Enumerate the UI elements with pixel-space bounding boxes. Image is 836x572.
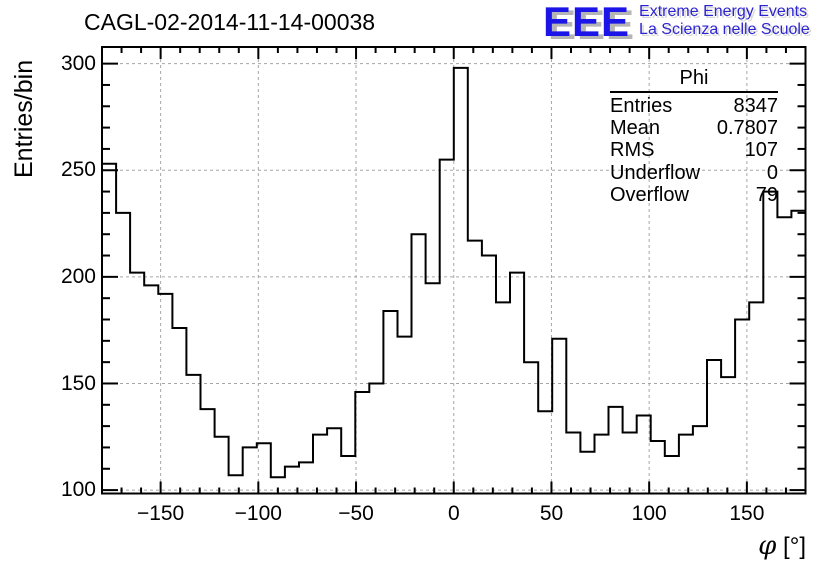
histogram-line [102,66,806,479]
stat-row-underflow: Underflow 0 [610,162,778,184]
x-tick-label-150: 150 [729,502,765,525]
y-tick-label-100: 100 [60,478,96,502]
stat-label: Entries [610,95,673,117]
x-tick-label--100: −100 [234,502,282,525]
x-tick-label-0: 0 [447,502,460,525]
x-tick-label--50: −50 [338,502,374,525]
y-tick-label-200: 200 [60,264,96,288]
stats-box-separator [610,91,778,93]
stat-value: 8347 [733,95,779,117]
x-tick-label-50: 50 [539,502,564,525]
phi-symbol: φ [758,531,777,561]
eee-logo: EEE Extreme Energy Events La Scienza nel… [543,0,810,44]
stat-row-entries: Entries 8347 [610,95,778,117]
eee-logo-line1: Extreme Energy Events [639,3,808,20]
y-tick-label-250: 250 [60,158,96,182]
stat-row-overflow: Overflow 79 [610,184,778,206]
stat-value: 0.7807 [716,117,778,140]
stat-value: 107 [744,139,778,162]
x-tick-label--150: −150 [136,502,185,525]
x-axis-title: φ [°] [650,531,806,561]
stat-label: RMS [610,139,655,162]
y-tick-label-150: 150 [60,371,96,395]
stat-value: 0 [766,161,778,184]
stat-label: Underflow [610,161,701,184]
stat-value: 79 [755,183,778,206]
stat-label: Overflow [610,183,689,206]
chart-title: CAGL-02-2014-11-14-00038 [84,9,376,35]
x-axis-unit: [°] [776,533,806,560]
eee-logo-line2: La Scienza nelle Scuole [639,21,810,38]
stats-box: Phi Entries 8347 Mean 0.7807 RMS 107 Underflow… [610,66,778,206]
stat-row-mean: Mean 0.7807 [610,117,778,139]
stat-label: Mean [610,117,661,140]
stats-box-rows: Entries 8347 Mean 0.7807 RMS 107 Underflow 0 Ove… [610,95,778,206]
eee-logo-acronym: EEE [543,0,631,45]
stats-box-title: Phi [679,67,709,89]
x-tick-label-100: 100 [631,502,667,525]
stat-row-rms: RMS 107 [610,139,778,161]
y-tick-label-300: 300 [60,51,96,75]
plot-frame [101,46,807,495]
eee-logo-text: Extreme Energy Events La Scienza nelle S… [639,3,810,44]
